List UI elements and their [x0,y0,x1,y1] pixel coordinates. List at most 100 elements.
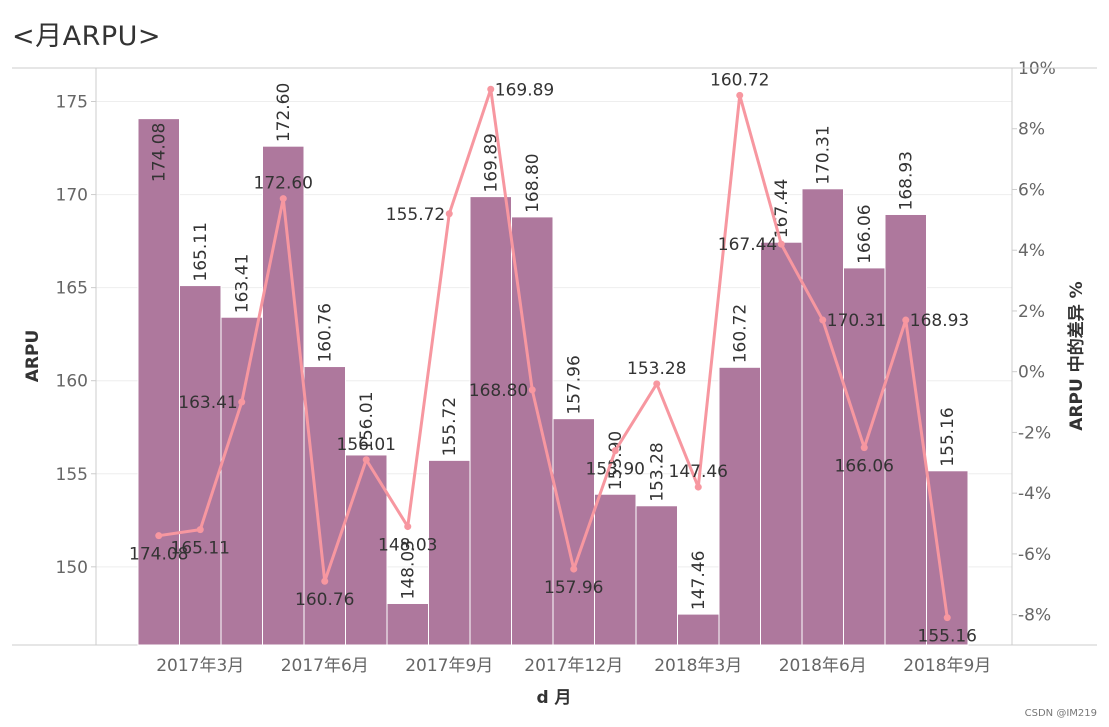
line-label: 153.90 [586,460,645,480]
y-tick-label: 160 [56,372,88,392]
bar-label: 165.11 [191,222,211,281]
y2-tick-label: -8% [1018,606,1051,626]
line-label: 156.01 [337,435,396,455]
x-tick-label: 2017年6月 [281,656,369,676]
y2-tick-label: -6% [1018,545,1051,565]
line-label: 157.96 [544,578,603,598]
bar-label: 160.76 [316,303,336,362]
bar [386,602,429,646]
x-tick-label: 2017年3月 [156,656,244,676]
line-point [238,398,246,406]
line-label: 165.11 [171,539,230,559]
bar [179,285,222,646]
line-label: 167.44 [718,235,777,255]
line-point [902,316,910,324]
y2-tick-label: 2% [1018,302,1045,322]
y2-tick-label: -4% [1018,484,1051,504]
y-tick-label: 150 [56,558,88,578]
y2-tick-label: 4% [1018,241,1045,261]
bar-label: 168.93 [897,151,917,210]
bar [635,505,678,646]
y-tick-label: 165 [56,279,88,299]
line-label: 169.89 [495,80,554,100]
line-label: 147.46 [669,462,728,482]
bar [428,459,471,646]
bar-label: 167.44 [772,179,792,238]
line-label: 153.28 [627,359,686,379]
y2-tick-label: 8% [1018,120,1045,140]
bar [345,454,388,646]
bar [552,418,595,646]
bar-label: 156.01 [357,391,377,450]
line-point [777,240,785,248]
y2-tick-label: -2% [1018,423,1051,443]
bar [469,196,512,646]
y2-tick-label: 0% [1018,363,1045,383]
line-point [279,195,287,203]
y2-tick-label: 6% [1018,180,1045,200]
bar [843,267,886,646]
line-label: 168.93 [910,311,969,331]
x-tick-label: 2018年9月 [903,656,991,676]
bar [594,493,637,646]
watermark: CSDN @IM219 [1024,708,1097,719]
bar-label: 174.08 [150,123,170,182]
diff-line [158,87,949,618]
line-point [653,380,661,388]
line-point [155,532,163,540]
bar-label: 163.41 [233,254,253,313]
line-point [736,91,744,99]
y-tick-label: 155 [56,465,88,485]
y2-tick-label: 10% [1018,59,1056,79]
line-point [860,444,868,452]
bar-label: 169.89 [482,133,502,192]
line-point [445,210,453,218]
line-point [611,447,619,455]
line-label: 155.16 [918,627,977,647]
line-label: 148.03 [378,536,437,556]
bar-label: 153.90 [606,431,626,490]
bar-label: 168.80 [523,153,543,212]
line-label: 166.06 [835,457,894,477]
line-point [196,526,204,534]
bar [677,613,720,646]
line-point [570,565,578,573]
bar [303,366,346,646]
y-tick-label: 170 [56,186,88,206]
bar-label: 160.72 [731,304,751,363]
bar-label: 170.31 [814,125,834,184]
y2-axis-title: ARPU 中的差异 % [1066,281,1087,430]
line-label: 163.41 [178,393,237,413]
line-label: 174.08 [129,545,188,565]
bar [137,118,180,646]
bar-label: 155.16 [938,407,958,466]
bar [760,241,803,646]
line-label: 155.72 [386,205,445,225]
y-axis-title: ARPU [23,330,43,383]
line-point [321,577,329,585]
line-label: 160.76 [295,590,354,610]
bar-label: 153.28 [648,442,668,501]
x-tick-label: 2017年9月 [405,656,493,676]
line-point [819,316,827,324]
bar-label: 147.46 [689,551,709,610]
bar [718,366,761,646]
x-tick-label: 2018年3月 [654,656,742,676]
line-point [487,85,495,93]
bar [801,188,844,646]
line-label: 160.72 [710,70,769,90]
line-point [404,523,412,531]
line-point [943,614,951,622]
x-tick-label: 2017年12月 [524,656,623,676]
bar [220,316,263,646]
line-point [362,456,370,464]
y-tick-label: 175 [56,93,88,113]
line-point [528,386,536,394]
bar-label: 155.72 [440,397,460,456]
bar-label: 157.96 [565,355,585,414]
line-point [694,483,702,491]
x-tick-label: 2018年6月 [779,656,867,676]
line-label: 172.60 [254,174,313,194]
chart-title: <月ARPU> [12,21,162,52]
